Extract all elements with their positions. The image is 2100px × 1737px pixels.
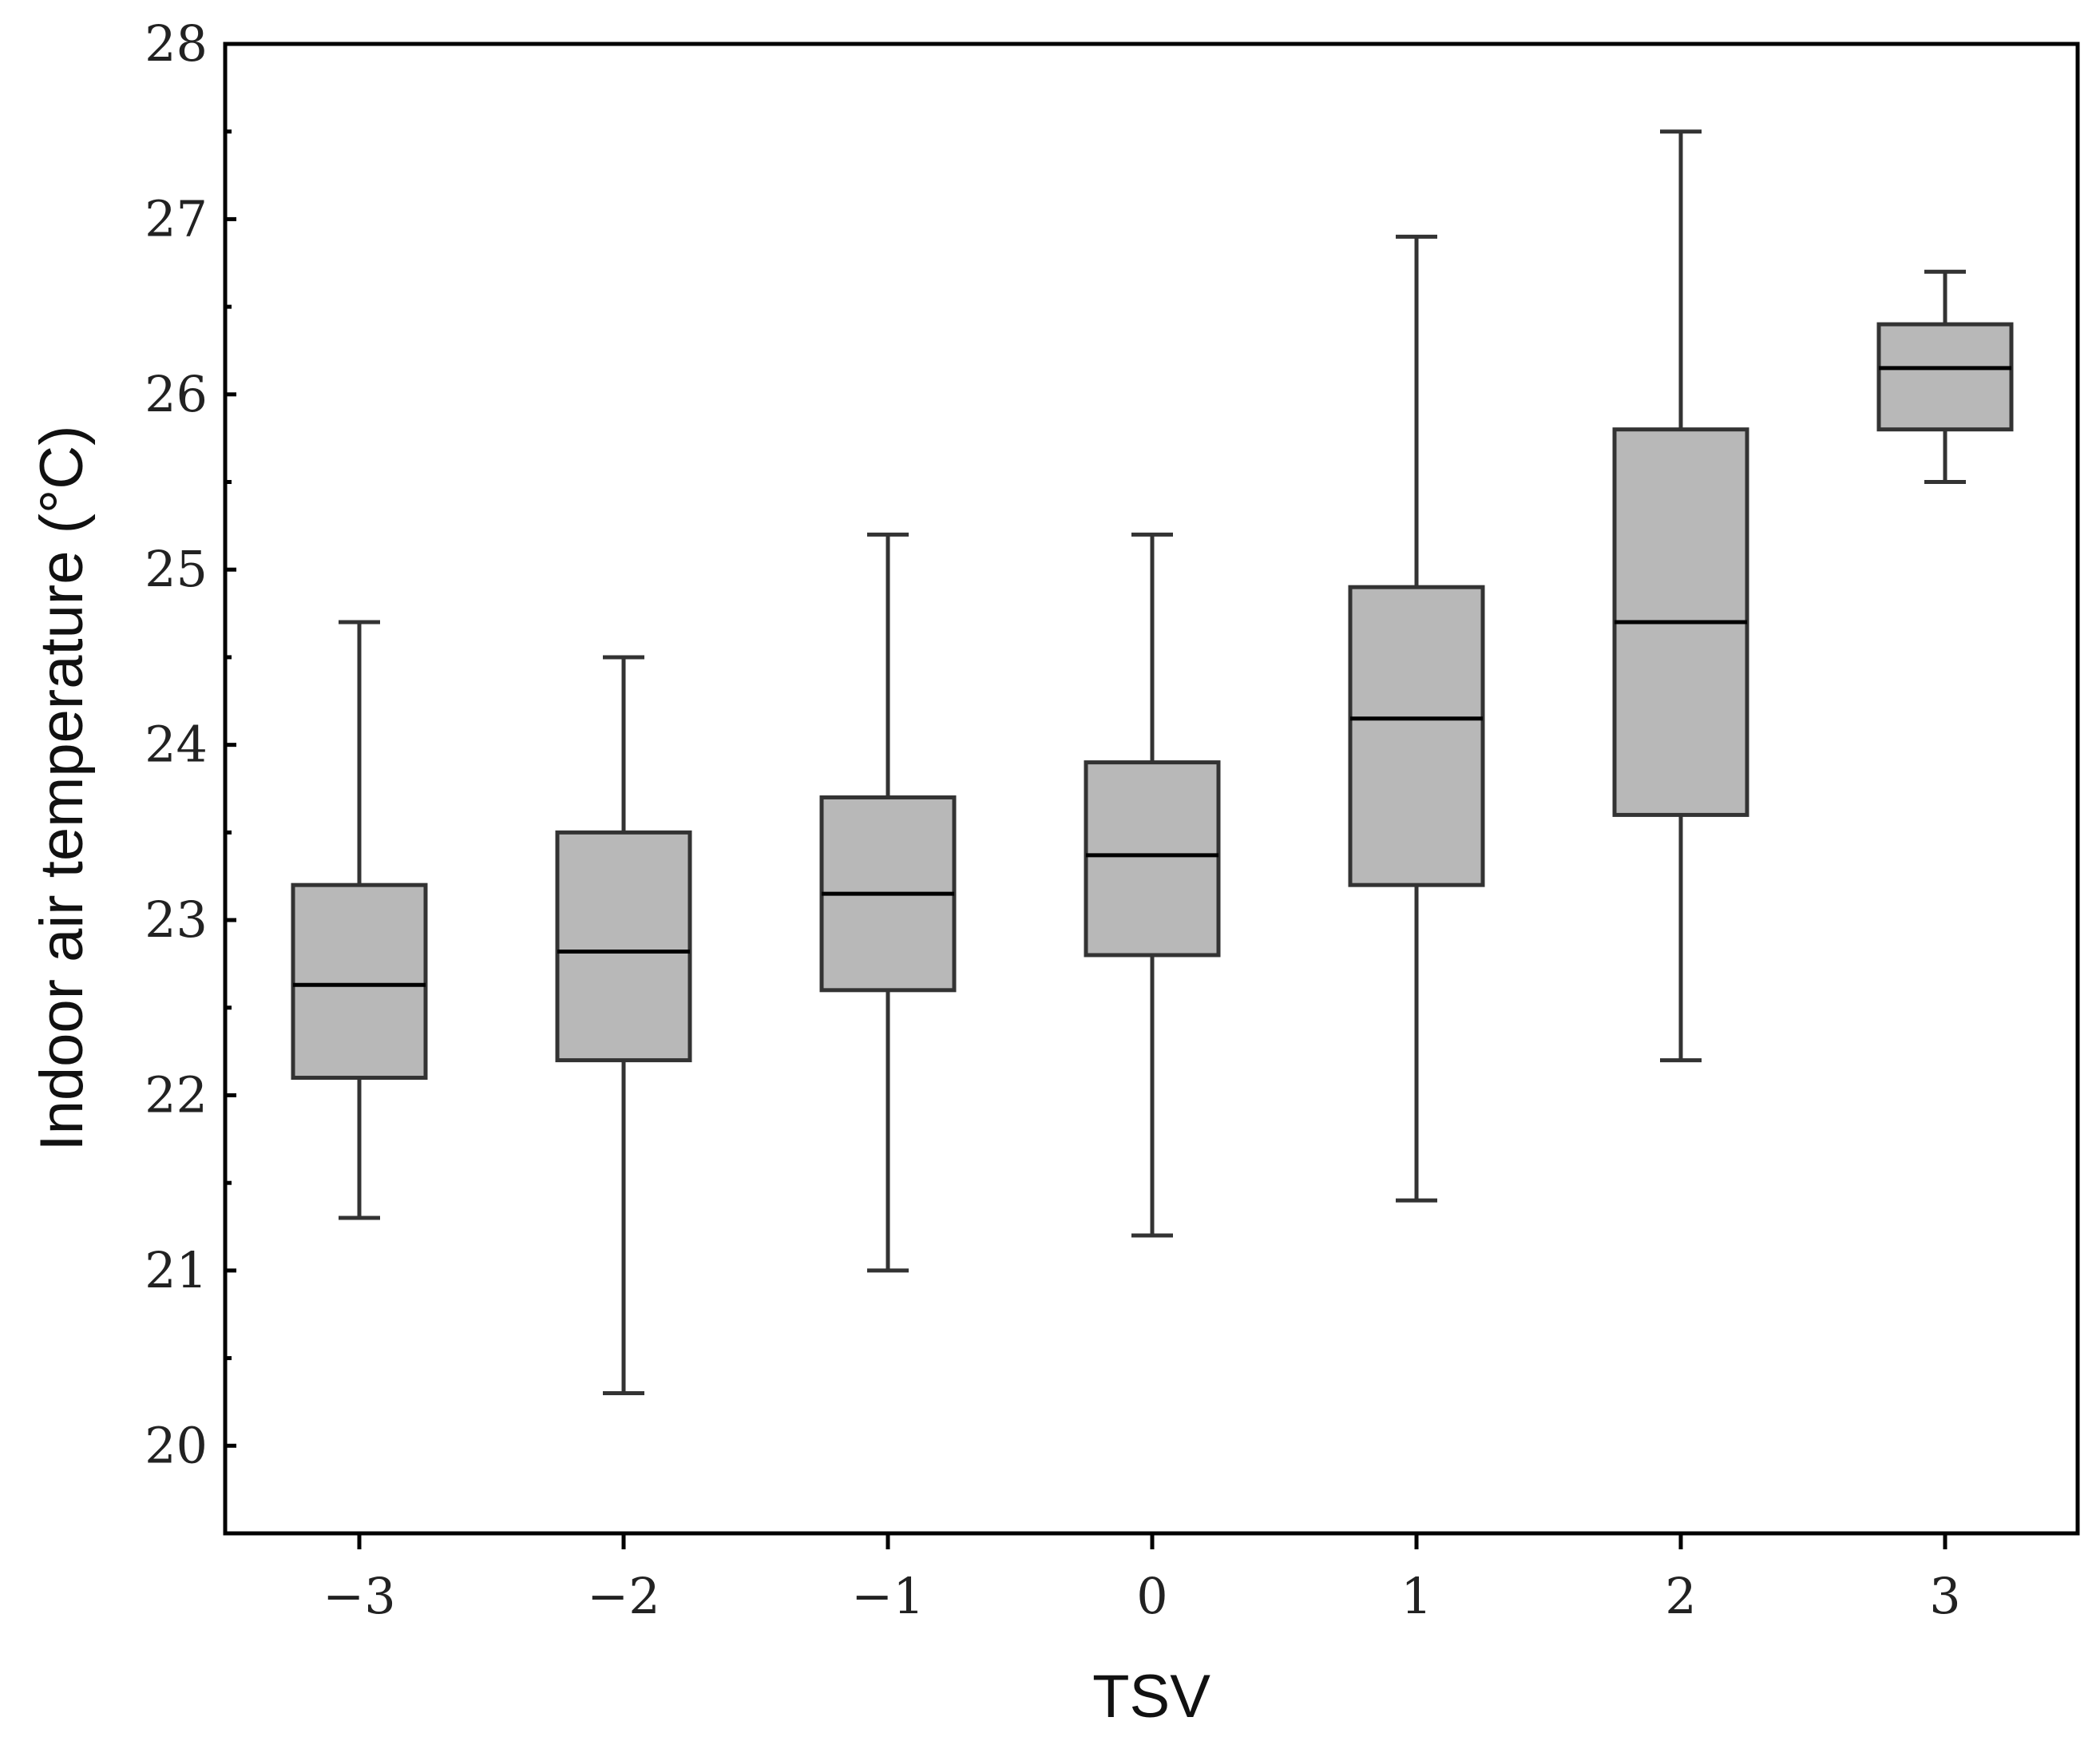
x-tick-label: 3 <box>1929 1567 1960 1625</box>
x-axis-title: TSV <box>1092 1663 1210 1731</box>
x-tick-label: 2 <box>1665 1567 1696 1625</box>
x-tick-label: 1 <box>1401 1567 1432 1625</box>
box-group <box>1876 269 2014 485</box>
y-tick-label: 21 <box>145 1241 208 1299</box>
box-iqr <box>1876 322 2014 432</box>
y-tick-label: 24 <box>145 716 208 774</box>
y-tick-label: 23 <box>145 890 208 949</box>
box-iqr <box>291 882 428 1081</box>
y-axis-title: Indoor air temperature (°C) <box>28 426 96 1152</box>
y-tick-label: 20 <box>145 1416 208 1474</box>
box-group <box>291 620 428 1220</box>
boxes-layer <box>291 129 2014 1395</box>
box-group <box>1348 234 1485 1203</box>
x-tick-label: −2 <box>587 1567 660 1625</box>
x-tick-label: −1 <box>851 1567 924 1625</box>
box-group <box>1084 532 1221 1238</box>
y-tick-label: 26 <box>145 365 208 423</box>
box-group <box>819 532 957 1273</box>
y-tick-label: 25 <box>145 540 208 598</box>
box-group <box>1612 129 1749 1063</box>
box-iqr <box>1084 760 1221 958</box>
box-iqr <box>1348 585 1485 887</box>
x-tick-label: −3 <box>323 1567 395 1625</box>
box-group <box>555 655 692 1395</box>
y-tick-label: 28 <box>145 14 208 73</box>
y-tick-label: 27 <box>145 189 208 248</box>
box-iqr <box>555 830 692 1063</box>
y-tick-label: 22 <box>145 1065 208 1124</box>
x-tick-label: 0 <box>1136 1567 1167 1625</box>
